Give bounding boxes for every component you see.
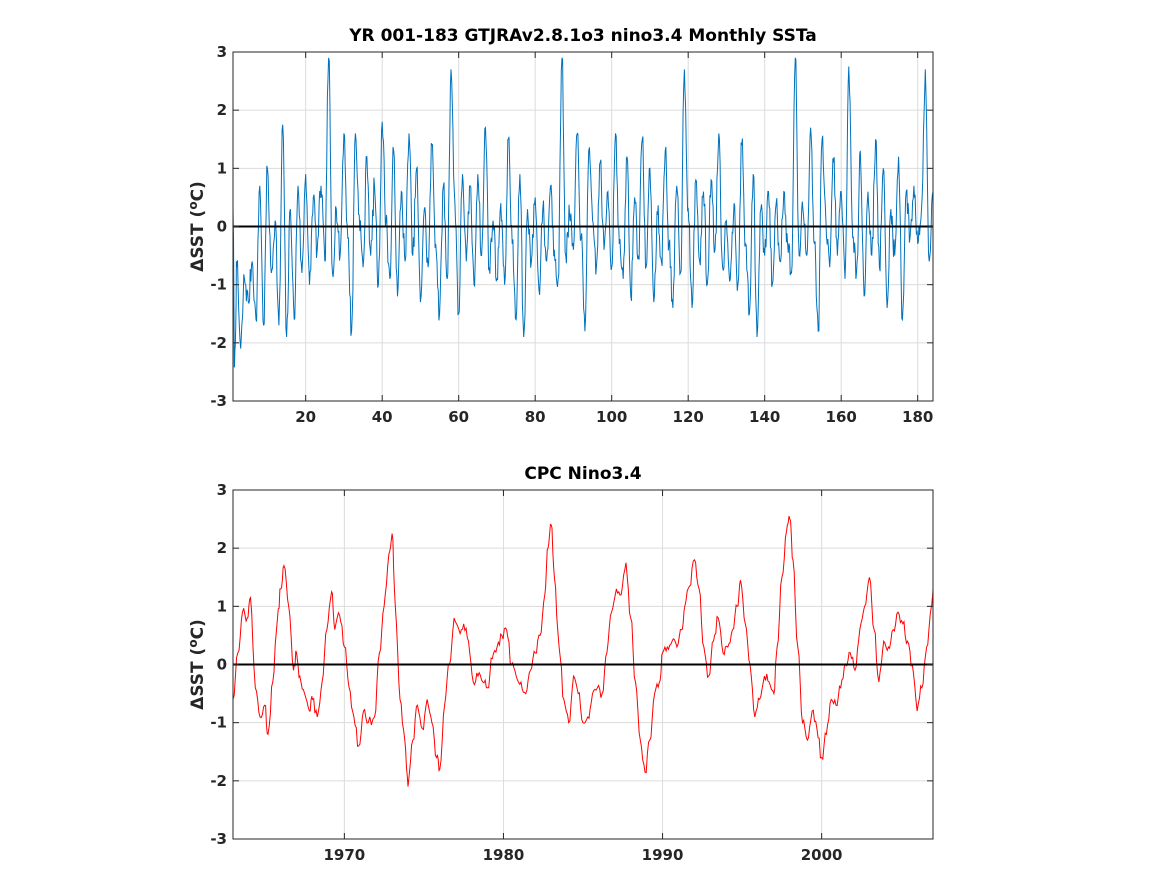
top-y-ticks: -3 -2 -1 0 1 2 3 — [210, 43, 933, 410]
bottom-x-tick-label: 1970 — [323, 846, 365, 864]
bottom-y-axis-label-sup: o — [186, 639, 200, 647]
top-x-tick-label: 160 — [826, 408, 857, 426]
bottom-y-ticks: -3 -2 -1 0 1 2 3 — [210, 481, 933, 848]
bottom-y-tick-label: 2 — [217, 539, 227, 557]
top-y-tick-label: -3 — [210, 392, 227, 410]
top-y-axis-label: ΔSST (oC) — [186, 181, 208, 272]
bottom-chart-title: CPC Nino3.4 — [524, 464, 641, 484]
top-x-tick-label: 80 — [525, 408, 546, 426]
bottom-x-tick-label: 1980 — [483, 846, 525, 864]
top-series-line — [232, 57, 934, 368]
bottom-series-line — [232, 515, 934, 787]
bottom-y-tick-label: -2 — [210, 772, 227, 790]
bottom-y-axis-label-prefix: ΔSST ( — [188, 648, 208, 710]
bottom-x-tick-label: 1990 — [642, 846, 684, 864]
top-x-tick-label: 100 — [596, 408, 627, 426]
bottom-y-tick-label: -3 — [210, 830, 227, 848]
top-y-axis-label-sup: o — [186, 201, 200, 209]
bottom-y-tick-label: 1 — [217, 597, 227, 615]
top-x-tick-label: 140 — [749, 408, 780, 426]
bottom-y-tick-label: 3 — [217, 481, 227, 499]
top-y-axis-label-prefix: ΔSST ( — [188, 210, 208, 272]
top-x-tick-label: 20 — [295, 408, 316, 426]
top-y-tick-label: 0 — [217, 218, 227, 236]
top-chart-title: YR 001-183 GTJRAv2.8.1o3 nino3.4 Monthly… — [348, 26, 817, 46]
top-y-tick-label: -1 — [210, 276, 227, 294]
bottom-y-axis-label-suffix: C) — [188, 619, 208, 639]
top-y-axis-label-suffix: C) — [188, 181, 208, 201]
top-y-tick-label: 2 — [217, 101, 227, 119]
bottom-y-axis-label: ΔSST (oC) — [186, 619, 208, 710]
top-panel: 20 40 60 80 100 120 140 160 180 -3 -2 -1 0 1 2 3 YR 00… — [186, 26, 934, 426]
top-x-tick-label: 60 — [448, 408, 469, 426]
top-y-tick-label: 3 — [217, 43, 227, 61]
top-y-tick-label: 1 — [217, 159, 227, 177]
top-x-tick-label: 40 — [372, 408, 393, 426]
top-x-ticks: 20 40 60 80 100 120 140 160 180 — [295, 52, 933, 426]
bottom-x-tick-label: 2000 — [801, 846, 843, 864]
top-x-tick-label: 120 — [673, 408, 704, 426]
top-y-tick-label: -2 — [210, 334, 227, 352]
bottom-y-tick-label: -1 — [210, 714, 227, 732]
top-x-tick-label: 180 — [902, 408, 933, 426]
bottom-x-ticks: 1970 1980 1990 2000 — [323, 490, 843, 864]
bottom-y-tick-label: 0 — [217, 656, 227, 674]
